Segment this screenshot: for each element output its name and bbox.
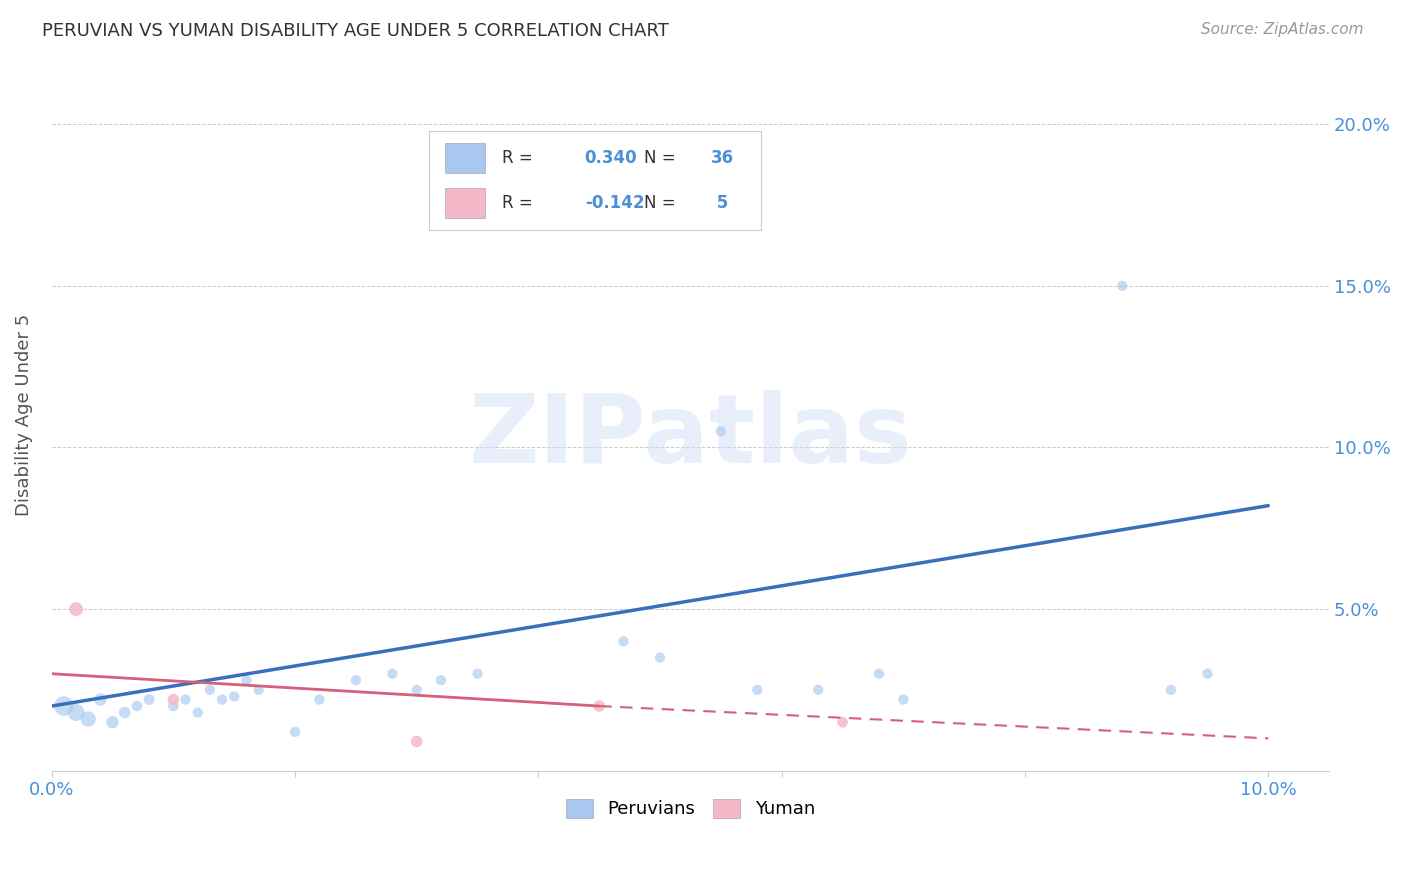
Point — [162, 692, 184, 706]
Legend: Peruvians, Yuman: Peruvians, Yuman — [558, 792, 823, 826]
Point — [65, 706, 87, 720]
Point — [284, 725, 307, 739]
Point — [588, 699, 610, 714]
Point — [648, 650, 671, 665]
Point — [831, 715, 853, 730]
Point — [405, 734, 427, 748]
Point — [125, 699, 148, 714]
Point — [211, 692, 233, 706]
Point — [1160, 682, 1182, 697]
Point — [1111, 278, 1133, 293]
Point — [235, 673, 257, 688]
Point — [138, 692, 160, 706]
Point — [224, 690, 246, 704]
Point — [187, 706, 209, 720]
Point — [52, 699, 75, 714]
Point — [162, 699, 184, 714]
Point — [308, 692, 330, 706]
Point — [747, 682, 769, 697]
Point — [405, 682, 427, 697]
Point — [807, 682, 830, 697]
Point — [198, 682, 221, 697]
Point — [77, 712, 100, 726]
Point — [114, 706, 136, 720]
Point — [344, 673, 367, 688]
Point — [101, 715, 124, 730]
Point — [467, 666, 489, 681]
Text: Source: ZipAtlas.com: Source: ZipAtlas.com — [1201, 22, 1364, 37]
Point — [1197, 666, 1219, 681]
Point — [247, 682, 270, 697]
Point — [65, 602, 87, 616]
Point — [430, 673, 453, 688]
Text: ZIPatlas: ZIPatlas — [468, 390, 912, 483]
Y-axis label: Disability Age Under 5: Disability Age Under 5 — [15, 314, 32, 516]
Point — [891, 692, 914, 706]
Point — [612, 634, 634, 648]
Text: PERUVIAN VS YUMAN DISABILITY AGE UNDER 5 CORRELATION CHART: PERUVIAN VS YUMAN DISABILITY AGE UNDER 5… — [42, 22, 669, 40]
Point — [381, 666, 404, 681]
Point — [174, 692, 197, 706]
Point — [710, 425, 733, 439]
Point — [89, 692, 111, 706]
Point — [868, 666, 890, 681]
